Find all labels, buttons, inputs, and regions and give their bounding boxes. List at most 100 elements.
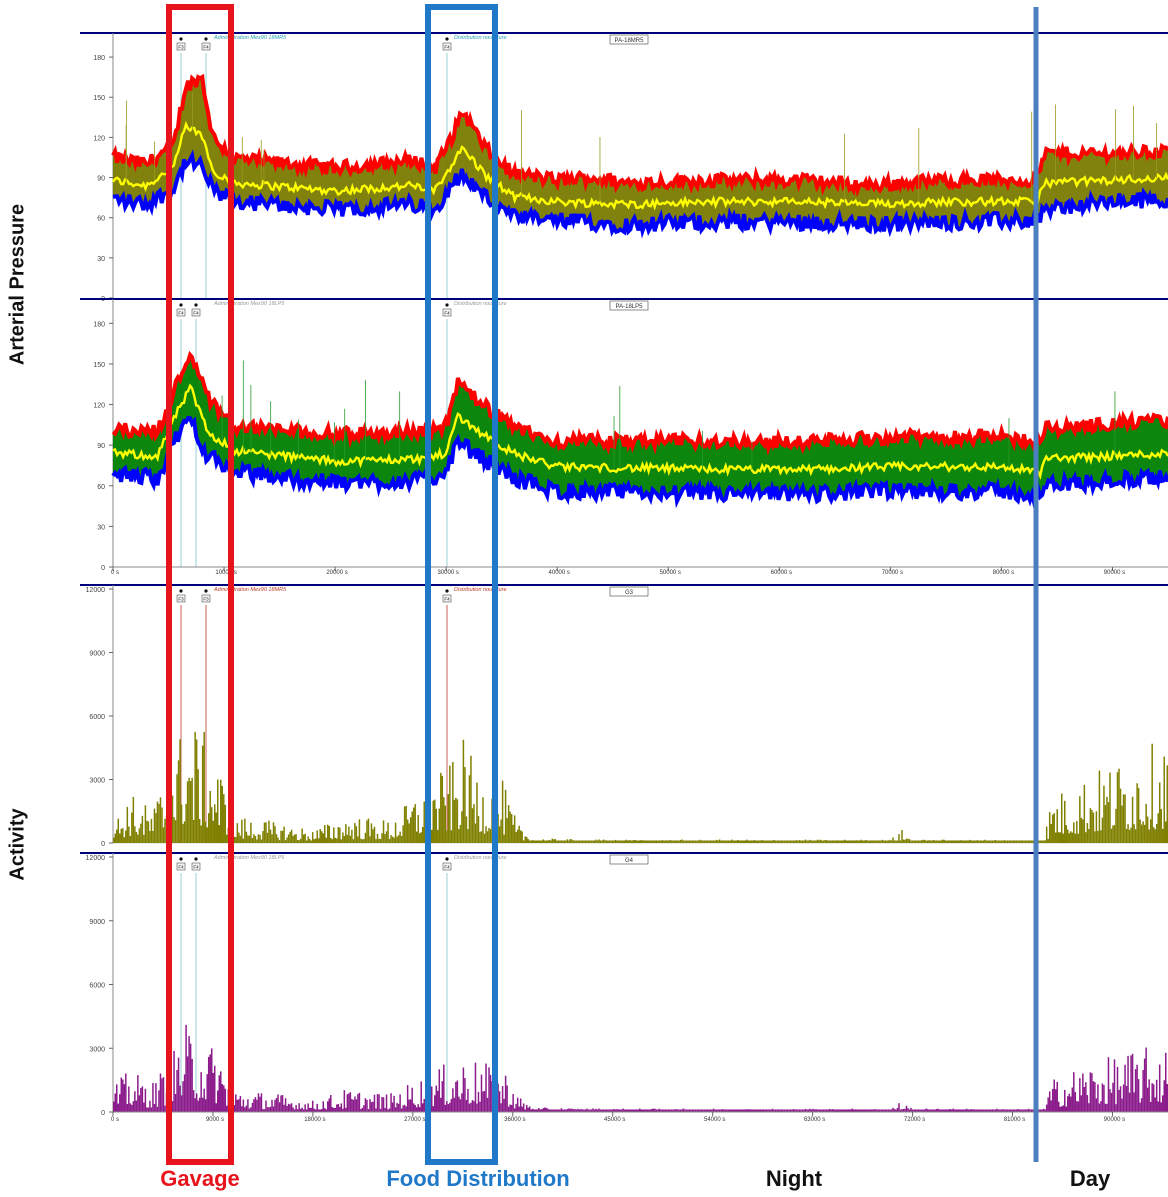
event-label-food: Distribution nourriture <box>454 855 507 861</box>
panel-label-box <box>609 300 649 311</box>
x-tick-label: 45000 s <box>604 1117 625 1123</box>
marker-box <box>176 42 186 51</box>
marker-dot <box>179 303 183 307</box>
marker-dot <box>445 303 449 307</box>
x-tick-label: 18000 s <box>304 1117 325 1123</box>
y-tick-label: 6000 <box>89 983 105 990</box>
y-tick-label: 90 <box>97 443 105 450</box>
pressure-band <box>113 77 1168 232</box>
y-tick-label: 9000 <box>89 919 105 926</box>
label-gavage: Gavage <box>160 1166 240 1191</box>
marker-label: F4 <box>444 865 450 870</box>
marker-dot <box>194 857 198 861</box>
gavage-highlight-box <box>166 4 234 1165</box>
label-day: Day <box>1069 1166 1111 1191</box>
x-tick-label: 9000 s <box>206 1117 224 1123</box>
label-food-distribution: Food Distribution <box>386 1166 570 1191</box>
x-tick-label: 90000 s <box>1104 1117 1125 1123</box>
x-tick-label: 40000 s <box>549 570 570 576</box>
event-label-food: Distribution nourriture <box>454 587 507 593</box>
marker-dot <box>204 589 208 593</box>
y-tick-label: 120 <box>93 135 105 142</box>
y-label-activity: Activity <box>6 808 29 881</box>
series-diastolic <box>111 415 1168 511</box>
panel-label: PA-18MR5 <box>615 38 645 44</box>
y-tick-label: 180 <box>93 321 105 328</box>
event-label-gavage: Administration Mex90 18LP5 <box>213 301 285 307</box>
marker-label: F3 <box>178 597 184 602</box>
panel-label-box <box>609 34 649 45</box>
x-tick-label: 60000 s <box>771 570 792 576</box>
panel-label: PA-18LP5 <box>616 304 644 310</box>
marker-dot <box>445 589 449 593</box>
x-tick-label: 80000 s <box>993 570 1014 576</box>
y-tick-label: 180 <box>93 55 105 62</box>
y-tick-label: 0 <box>101 565 105 572</box>
x-tick-label: 27000 s <box>404 1117 425 1123</box>
y-tick-label: 12000 <box>86 587 106 594</box>
y-tick-label: 3000 <box>89 1046 105 1053</box>
y-tick-label: 150 <box>93 95 105 102</box>
y-tick-label: 150 <box>93 362 105 369</box>
event-label-gavage: Administration Mex90 18MR5 <box>213 35 287 41</box>
marker-label: F4 <box>203 45 209 50</box>
marker-box <box>442 308 452 317</box>
y-tick-label: 12000 <box>86 855 106 862</box>
marker-box <box>201 594 211 603</box>
panel-label: G3 <box>625 590 634 596</box>
panel-background <box>113 853 1168 1112</box>
marker-dot <box>204 37 208 41</box>
series-mean <box>112 120 1168 211</box>
marker-label: F4 <box>178 865 184 870</box>
event-label-food: Distribution nourriture <box>454 35 507 41</box>
marker-box <box>191 308 201 317</box>
marker-box <box>191 862 201 871</box>
x-tick-label: 50000 s <box>660 570 681 576</box>
x-tick-label: 63000 s <box>804 1117 825 1123</box>
panel-background <box>113 585 1168 843</box>
marker-label: F4 <box>444 597 450 602</box>
x-tick-label: 30000 s <box>437 570 458 576</box>
marker-box <box>201 42 211 51</box>
y-tick-label: 30 <box>97 524 105 531</box>
x-tick-label: 81000 s <box>1004 1117 1025 1123</box>
y-tick-label: 120 <box>93 403 105 410</box>
marker-label: F4 <box>444 45 450 50</box>
marker-label: F3 <box>203 597 209 602</box>
series-systolic <box>111 350 1168 456</box>
x-tick-label: 36000 s <box>504 1117 525 1123</box>
y-tick-label: 60 <box>97 216 105 223</box>
y-tick-label: 9000 <box>89 651 105 658</box>
marker-dot <box>445 37 449 41</box>
series-systolic <box>111 73 1168 198</box>
marker-dot <box>179 589 183 593</box>
marker-label: F4 <box>193 865 199 870</box>
marker-box <box>442 594 452 603</box>
marker-label: F4 <box>178 311 184 316</box>
marker-label: F4 <box>193 311 199 316</box>
x-tick-label: 0 s <box>111 570 119 576</box>
x-tick-label: 72000 s <box>904 1117 925 1123</box>
y-tick-label: 0 <box>101 841 105 848</box>
event-label-gavage: Administration Mex90 18LP5 <box>213 855 285 861</box>
marker-box <box>176 594 186 603</box>
marker-box <box>176 308 186 317</box>
panel-label-box <box>609 854 649 865</box>
panel-label-box <box>609 586 649 597</box>
y-tick-label: 0 <box>101 1110 105 1117</box>
y-tick-label: 60 <box>97 484 105 491</box>
marker-dot <box>445 857 449 861</box>
marker-dot <box>179 857 183 861</box>
x-tick-label: 0 s <box>111 1117 119 1123</box>
series-diastolic <box>112 149 1168 239</box>
panel-label: G4 <box>625 858 634 864</box>
marker-label: F3 <box>178 45 184 50</box>
y-tick-label: 3000 <box>89 778 105 785</box>
panel-3: 0 3000 6000 9000 12000 G3 Administration Mex90… <box>80 584 1168 848</box>
x-tick-label: 90000 s <box>1104 570 1125 576</box>
marker-box <box>176 862 186 871</box>
event-label-food: Distribution nourriture <box>454 301 507 307</box>
